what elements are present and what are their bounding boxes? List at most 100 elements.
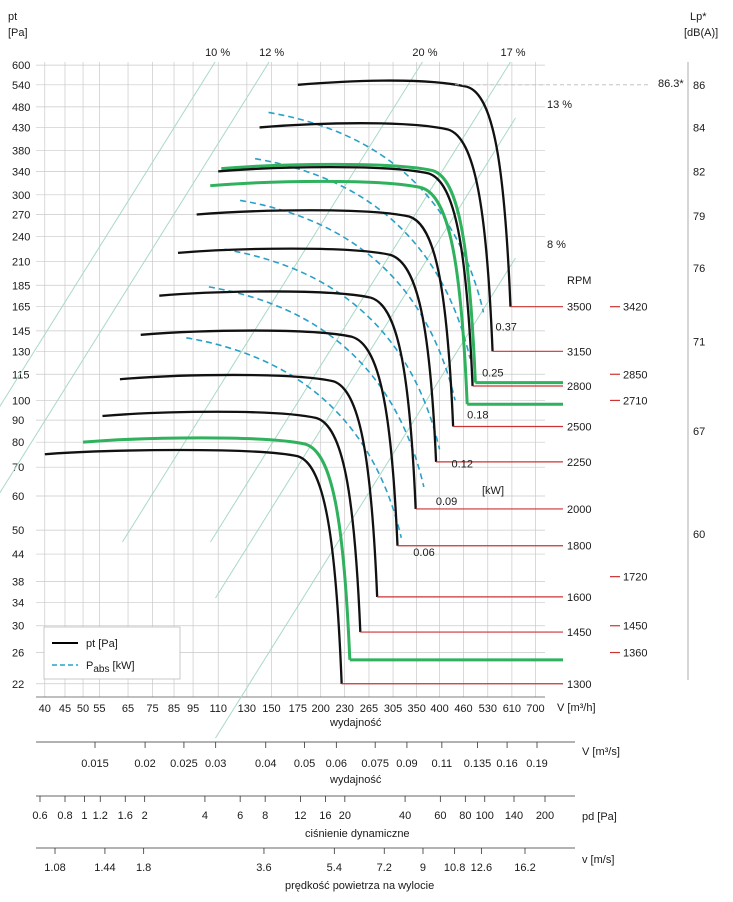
power-curve-label: 0.18	[467, 409, 488, 421]
rpm-label: 3500	[567, 302, 591, 314]
y-tick-label: 210	[12, 257, 30, 269]
noise-tick-label: 79	[693, 211, 705, 223]
x-tick-label: 130	[238, 703, 256, 715]
x-axis-unit: V [m³/h]	[557, 702, 596, 714]
power-curve	[224, 248, 441, 450]
y-tick-label: 115	[12, 369, 30, 381]
speed-curve	[221, 162, 477, 383]
secondary-axis-label: ciśnienie dynamiczne	[305, 828, 410, 840]
x-tick-label: 150	[262, 703, 280, 715]
y-tick-label: 100	[12, 395, 30, 407]
y-tick-label: 130	[12, 346, 30, 358]
secondary-axis-ticks: 0.6 0.8 1 1.2 1.6 2 4 6 8 12 16 20 40 60 80 100 140 200	[32, 796, 554, 822]
secondary-tick-label: 0.06	[326, 758, 347, 770]
y-tick-label: 380	[12, 146, 30, 158]
rpm-marker-label: 2850	[623, 369, 647, 381]
power-curve	[239, 199, 456, 401]
y-axis-unit: [Pa]	[8, 27, 28, 39]
efficiency-line	[210, 61, 511, 543]
secondary-tick-label: 1.6	[118, 810, 133, 822]
secondary-tick-label: 80	[459, 810, 471, 822]
secondary-axis-unit: V [m³/s]	[582, 746, 620, 758]
rpm-marker-label: 3420	[623, 302, 647, 314]
secondary-axis-ticks: 1.08 1.44 1.8 3.6 5.4 7.2 9 10.8 12.6 16.2	[44, 848, 536, 874]
x-axis-label: wydajność	[329, 717, 382, 729]
x-tick-label: 50	[77, 703, 89, 715]
noise-axis-unit: [dB(A)]	[684, 27, 718, 39]
rpm-marker-label: 1450	[623, 621, 647, 633]
secondary-tick-label: 5.4	[327, 862, 342, 874]
efficiency-label: 8 %	[547, 239, 566, 251]
y-tick-label: 165	[12, 302, 30, 314]
secondary-axis-pd: pd [Pa] ciśnienie dynamiczne 0.6 0.8 1 1.2 1…	[32, 795, 617, 840]
rpm-lines	[341, 306, 620, 685]
x-tick-label: 200	[312, 703, 330, 715]
rpm-marker-label: 2710	[623, 395, 647, 407]
y-tick-label: 44	[12, 549, 24, 561]
secondary-tick-label: 1.8	[136, 862, 151, 874]
x-tick-label: 265	[360, 703, 378, 715]
x-tick-label: 95	[187, 703, 199, 715]
noise-axis-label: Lp*	[690, 11, 707, 23]
rpm-marker-label: 1360	[623, 648, 647, 660]
secondary-tick-label: 7.2	[377, 862, 392, 874]
secondary-tick-label: 20	[339, 810, 351, 822]
y-tick-label: 480	[12, 102, 30, 114]
secondary-tick-label: 3.6	[256, 862, 271, 874]
rpm-label: 2250	[567, 457, 591, 469]
secondary-tick-label: 0.135	[464, 758, 492, 770]
secondary-tick-label: 0.025	[170, 758, 198, 770]
y-tick-label: 60	[12, 491, 24, 503]
x-tick-label: 40	[39, 703, 51, 715]
speed-curve	[102, 410, 362, 633]
y-tick-label: 38	[12, 576, 24, 588]
speed-curve	[259, 122, 494, 352]
rpm-label: 1450	[567, 627, 591, 639]
secondary-tick-label: 0.03	[205, 758, 226, 770]
x-tick-label: 175	[289, 703, 307, 715]
efficiency-label: 10 %	[205, 47, 230, 59]
efficiency-label: 13 %	[547, 99, 572, 111]
y-tick-label: 70	[12, 462, 24, 474]
noise-tick-label: 67	[693, 426, 705, 438]
x-tick-label: 45	[59, 703, 71, 715]
legend: pt [Pa] Pabs [kW]	[43, 626, 181, 680]
power-curve	[186, 336, 403, 538]
rpm-label: 2500	[567, 421, 591, 433]
y-tick-label: 34	[12, 597, 24, 609]
speed-curve	[44, 448, 343, 684]
y-tick-label: 430	[12, 122, 30, 134]
y-tick-label: 26	[12, 648, 24, 660]
secondary-axis-ticks: 0.015 0.02 0.025 0.03 0.04 0.05 0.06 0.075 0.09 0…	[81, 742, 548, 770]
secondary-tick-label: 60	[434, 810, 446, 822]
efficiency-label: 12 %	[259, 47, 284, 59]
power-curve	[268, 111, 485, 313]
speed-curve	[159, 290, 417, 509]
y-tick-label: 90	[12, 415, 24, 427]
power-curve-label: 0.06	[413, 547, 434, 559]
secondary-tick-label: 100	[476, 810, 494, 822]
secondary-axis-label: wydajność	[329, 774, 382, 786]
power-curve	[208, 286, 425, 488]
x-tick-label: 400	[430, 703, 448, 715]
secondary-tick-label: 0.8	[57, 810, 72, 822]
power-curve	[254, 157, 471, 359]
noise-tick-label: 76	[693, 263, 705, 275]
speed-curve	[196, 209, 455, 427]
secondary-axis-flow: V [m³/s] wydajność 0.015 0.02 0.025 0.03 0.0…	[36, 741, 620, 786]
power-curve-label: 0.25	[482, 368, 503, 380]
y-tick-label: 50	[12, 525, 24, 537]
efficiency-label: 17 %	[500, 47, 525, 59]
x-tick-label: 305	[384, 703, 402, 715]
legend-box	[43, 626, 181, 680]
efficiency-line	[0, 61, 216, 408]
secondary-axis-label: prędkość powietrza na wylocie	[285, 880, 434, 892]
efficiency-line	[121, 61, 423, 543]
secondary-axis-unit: v [m/s]	[582, 854, 614, 866]
y-tick-label: 600	[12, 60, 30, 72]
secondary-tick-label: 1.44	[94, 862, 115, 874]
x-tick-label: 110	[209, 703, 227, 715]
y-tick-label: 22	[12, 679, 24, 691]
power-curve-label: 0.12	[452, 458, 473, 470]
